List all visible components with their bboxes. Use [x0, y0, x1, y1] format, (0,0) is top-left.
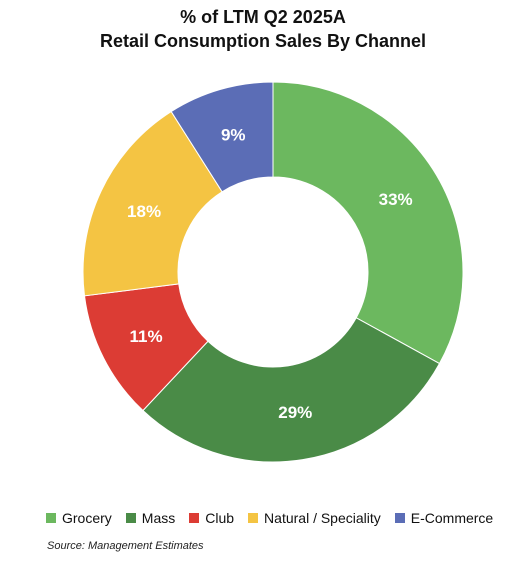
data-label: 11% — [129, 327, 162, 346]
slice-e-commerce — [170, 81, 274, 193]
slice-natural-speciality — [82, 110, 223, 297]
chart-subtitle: Retail Consumption Sales By Channel — [99, 31, 427, 51]
legend-item: Club — [189, 510, 234, 526]
donut-chart: 33% 29% 11% 18% 9% — [82, 81, 464, 463]
data-label: 18% — [127, 202, 161, 221]
chart-title: % of LTM Q2 2025A — [180, 7, 346, 27]
chart-legend: Grocery Mass Club Natural / Speciality E-Com… — [46, 510, 493, 526]
legend-item: Grocery — [46, 510, 112, 526]
legend-label: Natural / Speciality — [264, 510, 381, 526]
legend-item: E-Commerce — [394, 510, 494, 526]
data-label: 33% — [379, 190, 413, 209]
legend-label: Grocery — [62, 510, 112, 526]
legend-swatch — [125, 513, 136, 523]
legend-swatch — [394, 513, 405, 523]
legend-swatch — [248, 513, 259, 523]
legend-item: Mass — [125, 510, 176, 526]
slice-grocery — [272, 81, 464, 365]
data-label: 9% — [221, 126, 246, 145]
legend-swatch — [46, 513, 56, 523]
legend-item: Natural / Speciality — [248, 510, 381, 526]
legend-label: Club — [205, 510, 235, 526]
data-label: 29% — [278, 403, 312, 422]
legend-label: E-Commerce — [410, 510, 494, 526]
slice-mass — [142, 317, 441, 463]
source-note: Source: Management Estimates — [47, 540, 204, 552]
legend-swatch — [189, 513, 200, 523]
legend-label: Mass — [141, 510, 176, 526]
